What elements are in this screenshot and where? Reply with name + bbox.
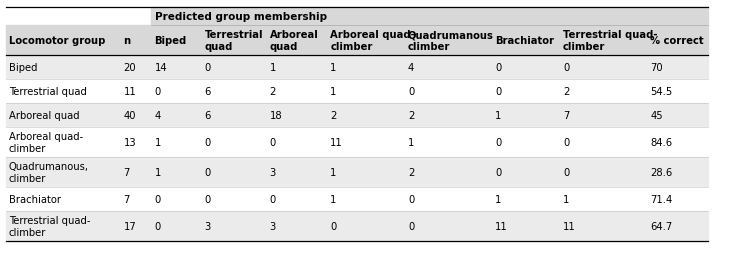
Text: 1: 1 (154, 137, 161, 147)
Text: 0: 0 (495, 87, 501, 97)
Text: Arboreal quad-
climber: Arboreal quad- climber (330, 30, 415, 51)
Text: Quadrumanous
climber: Quadrumanous climber (408, 30, 494, 51)
Text: Terrestrial
quad: Terrestrial quad (205, 30, 263, 51)
Text: 45: 45 (650, 110, 663, 121)
Bar (6, 26, 708, 56)
Text: 0: 0 (408, 194, 414, 204)
Text: 20: 20 (123, 63, 136, 73)
Text: Terrestrial quad: Terrestrial quad (9, 87, 86, 97)
Text: 14: 14 (154, 63, 167, 73)
Text: n: n (123, 36, 131, 46)
Text: 2: 2 (270, 87, 276, 97)
Text: Biped: Biped (154, 36, 187, 46)
Text: 0: 0 (154, 194, 160, 204)
Text: 3: 3 (270, 221, 276, 231)
Text: 1: 1 (330, 167, 337, 177)
Text: 54.5: 54.5 (650, 87, 672, 97)
Text: 1: 1 (330, 194, 337, 204)
Text: 1: 1 (270, 63, 276, 73)
Text: 7: 7 (123, 167, 130, 177)
Text: 0: 0 (205, 63, 211, 73)
Bar (151, 8, 708, 26)
Text: 0: 0 (408, 87, 414, 97)
Text: 0: 0 (563, 167, 569, 177)
Text: 1: 1 (563, 194, 570, 204)
Text: 11: 11 (330, 137, 343, 147)
Text: 18: 18 (270, 110, 282, 121)
Text: 71.4: 71.4 (650, 194, 672, 204)
Text: 0: 0 (154, 87, 160, 97)
Text: 0: 0 (330, 221, 336, 231)
Text: 70: 70 (650, 63, 663, 73)
Text: 2: 2 (408, 167, 415, 177)
Text: 11: 11 (123, 87, 136, 97)
Text: 4: 4 (154, 110, 160, 121)
Text: 0: 0 (270, 137, 276, 147)
Bar (6, 56, 708, 80)
Text: 0: 0 (495, 137, 501, 147)
Text: 7: 7 (563, 110, 570, 121)
Text: Locomotor group: Locomotor group (9, 36, 105, 46)
Text: 2: 2 (563, 87, 570, 97)
Text: Terrestrial quad-
climber: Terrestrial quad- climber (563, 30, 658, 51)
Text: 1: 1 (495, 194, 502, 204)
Text: 13: 13 (123, 137, 136, 147)
Text: Quadrumanous,
climber: Quadrumanous, climber (9, 162, 89, 183)
Bar (6, 104, 708, 128)
Text: 84.6: 84.6 (650, 137, 672, 147)
Text: 3: 3 (270, 167, 276, 177)
Text: Terrestrial quad-
climber: Terrestrial quad- climber (9, 216, 90, 237)
Text: 3: 3 (205, 221, 211, 231)
Text: Brachiator: Brachiator (495, 36, 554, 46)
Bar (6, 8, 151, 26)
Text: 0: 0 (205, 137, 211, 147)
Text: 2: 2 (330, 110, 337, 121)
Text: 1: 1 (330, 87, 337, 97)
Text: 2: 2 (408, 110, 415, 121)
Bar (6, 211, 708, 241)
Text: 0: 0 (408, 221, 414, 231)
Text: 0: 0 (205, 194, 211, 204)
Text: Arboreal
quad: Arboreal quad (270, 30, 319, 51)
Text: 11: 11 (563, 221, 576, 231)
Text: 40: 40 (123, 110, 136, 121)
Text: Brachiator: Brachiator (9, 194, 61, 204)
Text: 64.7: 64.7 (650, 221, 672, 231)
Text: Biped: Biped (9, 63, 38, 73)
Text: 1: 1 (154, 167, 161, 177)
Bar (6, 80, 708, 104)
Text: 1: 1 (330, 63, 337, 73)
Text: 1: 1 (408, 137, 415, 147)
Text: 0: 0 (495, 63, 501, 73)
Text: 11: 11 (495, 221, 508, 231)
Text: 6: 6 (205, 110, 211, 121)
Text: 7: 7 (123, 194, 130, 204)
Text: % correct: % correct (650, 36, 704, 46)
Text: 4: 4 (408, 63, 414, 73)
Text: 0: 0 (154, 221, 160, 231)
Text: 0: 0 (495, 167, 501, 177)
Text: 0: 0 (563, 137, 569, 147)
Text: Arboreal quad-
climber: Arboreal quad- climber (9, 132, 83, 153)
Text: Arboreal quad: Arboreal quad (9, 110, 80, 121)
Text: 1: 1 (495, 110, 502, 121)
Text: 28.6: 28.6 (650, 167, 672, 177)
Text: Predicted group membership: Predicted group membership (155, 12, 327, 22)
Text: 0: 0 (205, 167, 211, 177)
Text: 6: 6 (205, 87, 211, 97)
Bar (6, 187, 708, 211)
Text: 0: 0 (563, 63, 569, 73)
Bar (6, 157, 708, 187)
Text: 17: 17 (123, 221, 136, 231)
Text: 0: 0 (270, 194, 276, 204)
Bar (6, 128, 708, 157)
